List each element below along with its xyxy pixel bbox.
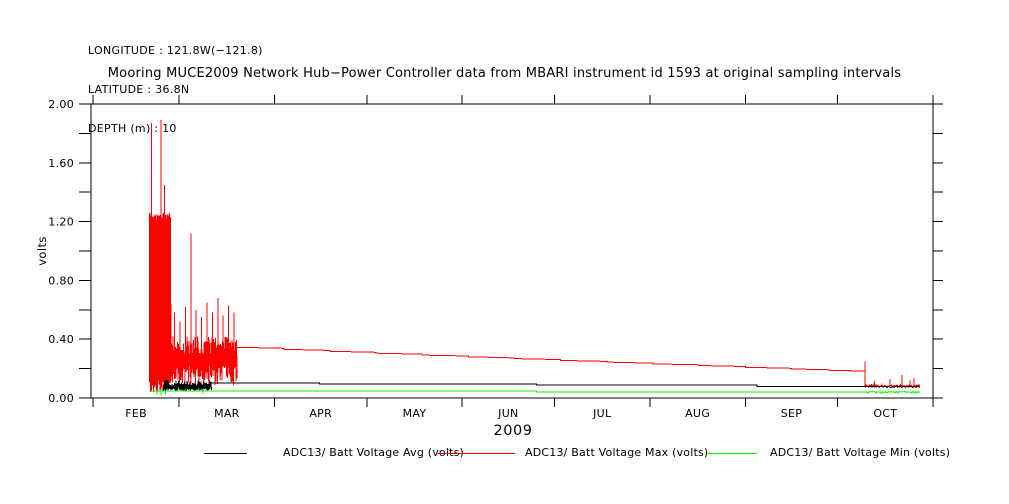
header-longitude: LONGITUDE : 121.8W(−121.8) — [88, 44, 263, 57]
legend-line-min — [708, 453, 757, 454]
svg-text:2.00: 2.00 — [48, 98, 74, 111]
header-depth: DEPTH (m) : 10 — [88, 122, 177, 135]
header-block: LONGITUDE : 121.8W(−121.8) LATITUDE : 36… — [88, 18, 263, 161]
svg-text:SEP: SEP — [781, 407, 803, 420]
svg-text:FEB: FEB — [125, 407, 147, 420]
header-latitude: LATITUDE : 36.8N — [88, 83, 190, 96]
svg-text:0.80: 0.80 — [48, 274, 74, 287]
legend-label-min: ADC13/ Batt Voltage Min (volts) — [770, 446, 951, 459]
legend-label-max: ADC13/ Batt Voltage Max (volts) — [525, 446, 709, 459]
svg-text:JUL: JUL — [592, 407, 612, 420]
svg-text:0.00: 0.00 — [48, 392, 74, 405]
legend-line-max — [438, 453, 515, 454]
legend-label-avg: ADC13/ Batt Voltage Avg (volts) — [283, 446, 465, 459]
svg-text:OCT: OCT — [873, 407, 897, 420]
svg-text:1.20: 1.20 — [48, 216, 74, 229]
svg-text:JUN: JUN — [497, 407, 518, 420]
svg-text:0.40: 0.40 — [48, 333, 74, 346]
svg-text:MAR: MAR — [214, 407, 240, 420]
x-axis-year-label: 2009 — [493, 423, 533, 439]
chart-title: Mooring MUCE2009 Network Hub−Power Contr… — [107, 66, 902, 81]
svg-text:AUG: AUG — [685, 407, 710, 420]
svg-text:1.60: 1.60 — [48, 157, 74, 170]
legend-line-avg — [204, 453, 247, 454]
svg-text:APR: APR — [309, 407, 332, 420]
svg-text:MAY: MAY — [403, 407, 427, 420]
